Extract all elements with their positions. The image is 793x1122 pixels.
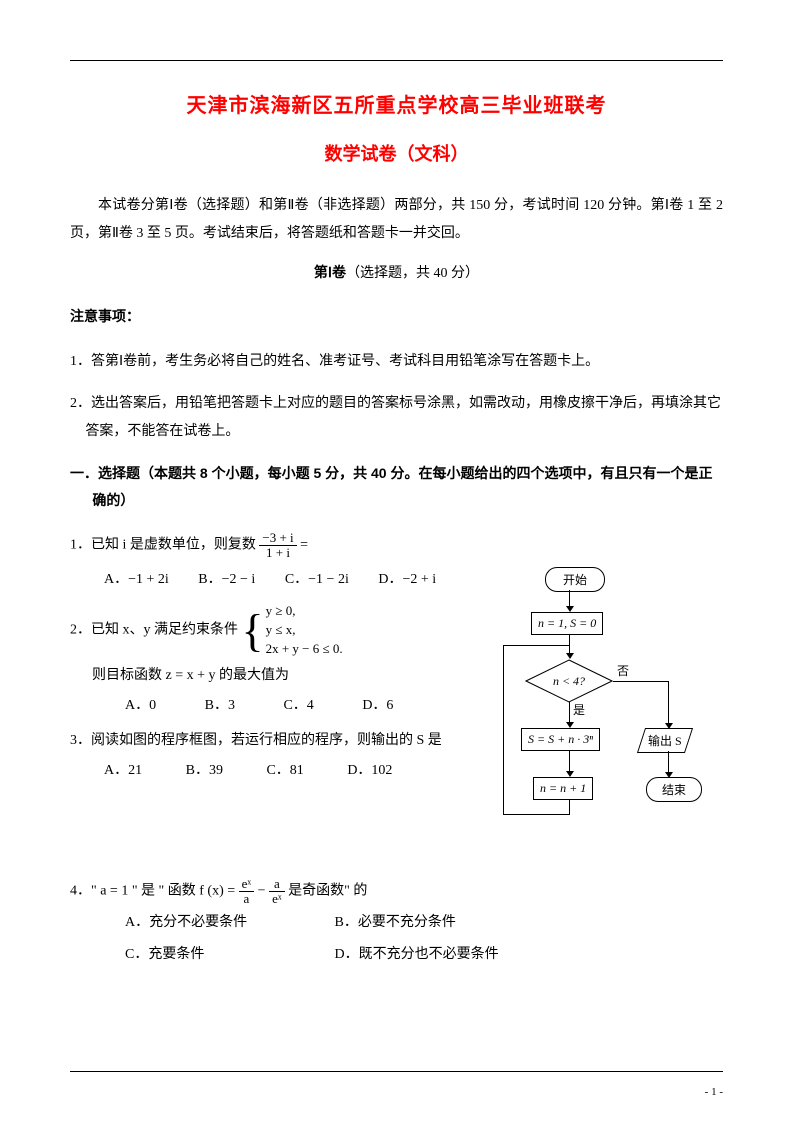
q4-options-row1: A．充分不必要条件 B．必要不充分条件: [125, 910, 723, 937]
q2-sys-2: y ≤ x,: [266, 622, 296, 637]
fc-proc-text: S = S + n · 3ⁿ: [528, 732, 593, 746]
q2-sys-lines: y ≥ 0, y ≤ x, 2x + y − 6 ≤ 0.: [266, 602, 343, 659]
q4-f1-den: a: [239, 892, 255, 906]
section1-heading: 一．选择题（本题共 8 个小题，每小题 5 分，共 40 分。在每小题给出的四个…: [92, 460, 723, 513]
q2-options: A．0 B．3 C．4 D．6: [125, 693, 503, 720]
fc-cond: n < 4?: [525, 659, 613, 703]
q2-opt-c: C．4: [283, 693, 313, 720]
sub-title: 数学试卷（文科）: [70, 140, 723, 166]
q4-f2-den: eˣ: [269, 892, 285, 906]
fc-arrow-no-v: [668, 681, 669, 725]
q4-post: 是奇函数" 的: [288, 884, 367, 899]
q3-stem: 3．阅读如图的程序框图，若运行相应的程序，则输出的 S 是: [70, 728, 503, 755]
q3-opt-c: C．81: [266, 758, 303, 785]
fc-arrow-no-h: [613, 681, 668, 682]
fc-init-text: n = 1, S = 0: [538, 616, 596, 630]
q4-frac1: eˣ a: [239, 877, 255, 905]
part1-label: 第Ⅰ卷（选择题，共 40 分）: [70, 262, 723, 282]
q4-opt-b: B．必要不充分条件: [335, 910, 456, 937]
q1-fraction: −3 + i 1 + i: [259, 531, 296, 559]
fc-proc: S = S + n · 3ⁿ: [521, 728, 600, 751]
q4-opt-d: D．既不充分也不必要条件: [335, 942, 499, 969]
fc-init: n = 1, S = 0: [531, 612, 603, 635]
fc-inc: n = n + 1: [533, 777, 593, 800]
q1-opt-b: B．−2 − i: [198, 567, 255, 594]
fc-arrow-4: [569, 751, 570, 773]
part1-label-rest: （选择题，共 40 分）: [346, 266, 479, 281]
q3-opt-d: D．102: [347, 758, 392, 785]
fc-no: 否: [617, 662, 629, 679]
fc-arrow-5c: [503, 645, 504, 815]
q3-options: A．21 B．39 C．81 D．102: [104, 758, 503, 785]
q1-frac-den: 1 + i: [259, 546, 296, 560]
q3-opt-b: B．39: [186, 758, 223, 785]
fc-output: 输出 S: [637, 728, 693, 753]
fc-arrow-3: [569, 702, 570, 724]
top-rule: [70, 60, 723, 61]
q4-opt-c: C．充要条件: [125, 942, 305, 969]
q2-opt-d: D．6: [362, 693, 393, 720]
fc-arrow-5b: [503, 814, 570, 815]
brace-icon: {: [242, 610, 264, 651]
fc-arrow-6: [668, 751, 669, 774]
q1-options: A．−1 + 2i B．−2 − i C．−1 − 2i D．−2 + i: [104, 567, 503, 594]
q4-options-row2: C．充要条件 D．既不充分也不必要条件: [125, 942, 723, 969]
q2-opt-b: B．3: [205, 693, 235, 720]
q2-sys-1: y ≥ 0,: [266, 603, 296, 618]
q2-stem: 2．已知 x、y 满足约束条件 { y ≥ 0, y ≤ x, 2x + y −…: [70, 602, 503, 659]
notice-heading: 注意事项：: [70, 306, 723, 326]
left-column: A．−1 + 2i B．−2 − i C．−1 − 2i D．−2 + i 2．…: [70, 563, 503, 793]
q4-opt-a: A．充分不必要条件: [125, 910, 305, 937]
fc-inc-text: n = n + 1: [540, 781, 586, 795]
bottom-rule: [70, 1071, 723, 1072]
q1-opt-c: C．−1 − 2i: [285, 567, 349, 594]
flowchart: 开始 n = 1, S = 0 n < 4? 是 否: [503, 567, 713, 867]
q4-pre: 4．" a = 1 " 是 " 函数 f (x) =: [70, 884, 239, 899]
q4-stem: 4．" a = 1 " 是 " 函数 f (x) = eˣ a − a eˣ 是…: [70, 877, 723, 905]
q2-line2: 则目标函数 z = x + y 的最大值为: [92, 663, 503, 690]
fc-yes: 是: [573, 701, 585, 718]
fc-output-text: 输出 S: [648, 732, 682, 749]
minus-sign: −: [258, 884, 269, 899]
q1-opt-a: A．−1 + 2i: [104, 567, 169, 594]
notice-item-2: 2．选出答案后，用铅笔把答题卡上对应的题目的答案标号涂黑，如需改动，用橡皮擦干净…: [70, 390, 723, 446]
fc-arrow-2: [569, 635, 570, 655]
q4-f2-num: a: [269, 877, 285, 892]
notice-item-1: 1．答第Ⅰ卷前，考生务必将自己的姓名、准考证号、考试科目用铅笔涂写在答题卡上。: [70, 348, 723, 376]
q1-pre: 1．已知 i 是虚数单位，则复数: [70, 538, 259, 553]
intro-paragraph: 本试卷分第Ⅰ卷（选择题）和第Ⅱ卷（非选择题）两部分，共 150 分，考试时间 1…: [70, 192, 723, 248]
fc-start: 开始: [545, 567, 605, 592]
q2-pre: 2．已知 x、y 满足约束条件: [70, 623, 242, 638]
fc-arrow-loop-top: [503, 645, 569, 646]
main-title: 天津市滨海新区五所重点学校高三毕业班联考: [70, 89, 723, 118]
q4-frac2: a eˣ: [269, 877, 285, 905]
q1-opt-d: D．−2 + i: [378, 567, 436, 594]
part1-label-bold: 第Ⅰ卷: [314, 264, 346, 280]
q1-stem: 1．已知 i 是虚数单位，则复数 −3 + i 1 + i =: [70, 531, 723, 559]
exam-page: 天津市滨海新区五所重点学校高三毕业班联考 数学试卷（文科） 本试卷分第Ⅰ卷（选择…: [0, 0, 793, 1122]
q1-frac-num: −3 + i: [259, 531, 296, 546]
q2-system: { y ≥ 0, y ≤ x, 2x + y − 6 ≤ 0.: [242, 602, 343, 659]
flowchart-column: 开始 n = 1, S = 0 n < 4? 是 否: [503, 563, 723, 867]
q3-opt-a: A．21: [104, 758, 142, 785]
q2-opt-a: A．0: [125, 693, 156, 720]
page-number: - 1 -: [705, 1086, 723, 1098]
q4-f1-num: eˣ: [239, 877, 255, 892]
fc-end: 结束: [646, 777, 702, 802]
fc-arrow-5a: [569, 800, 570, 814]
q1-q3-row: A．−1 + 2i B．−2 − i C．−1 − 2i D．−2 + i 2．…: [70, 563, 723, 867]
q1-post: =: [300, 538, 308, 553]
q2-sys-3: 2x + y − 6 ≤ 0.: [266, 641, 343, 656]
fc-decision: n < 4?: [525, 659, 613, 703]
